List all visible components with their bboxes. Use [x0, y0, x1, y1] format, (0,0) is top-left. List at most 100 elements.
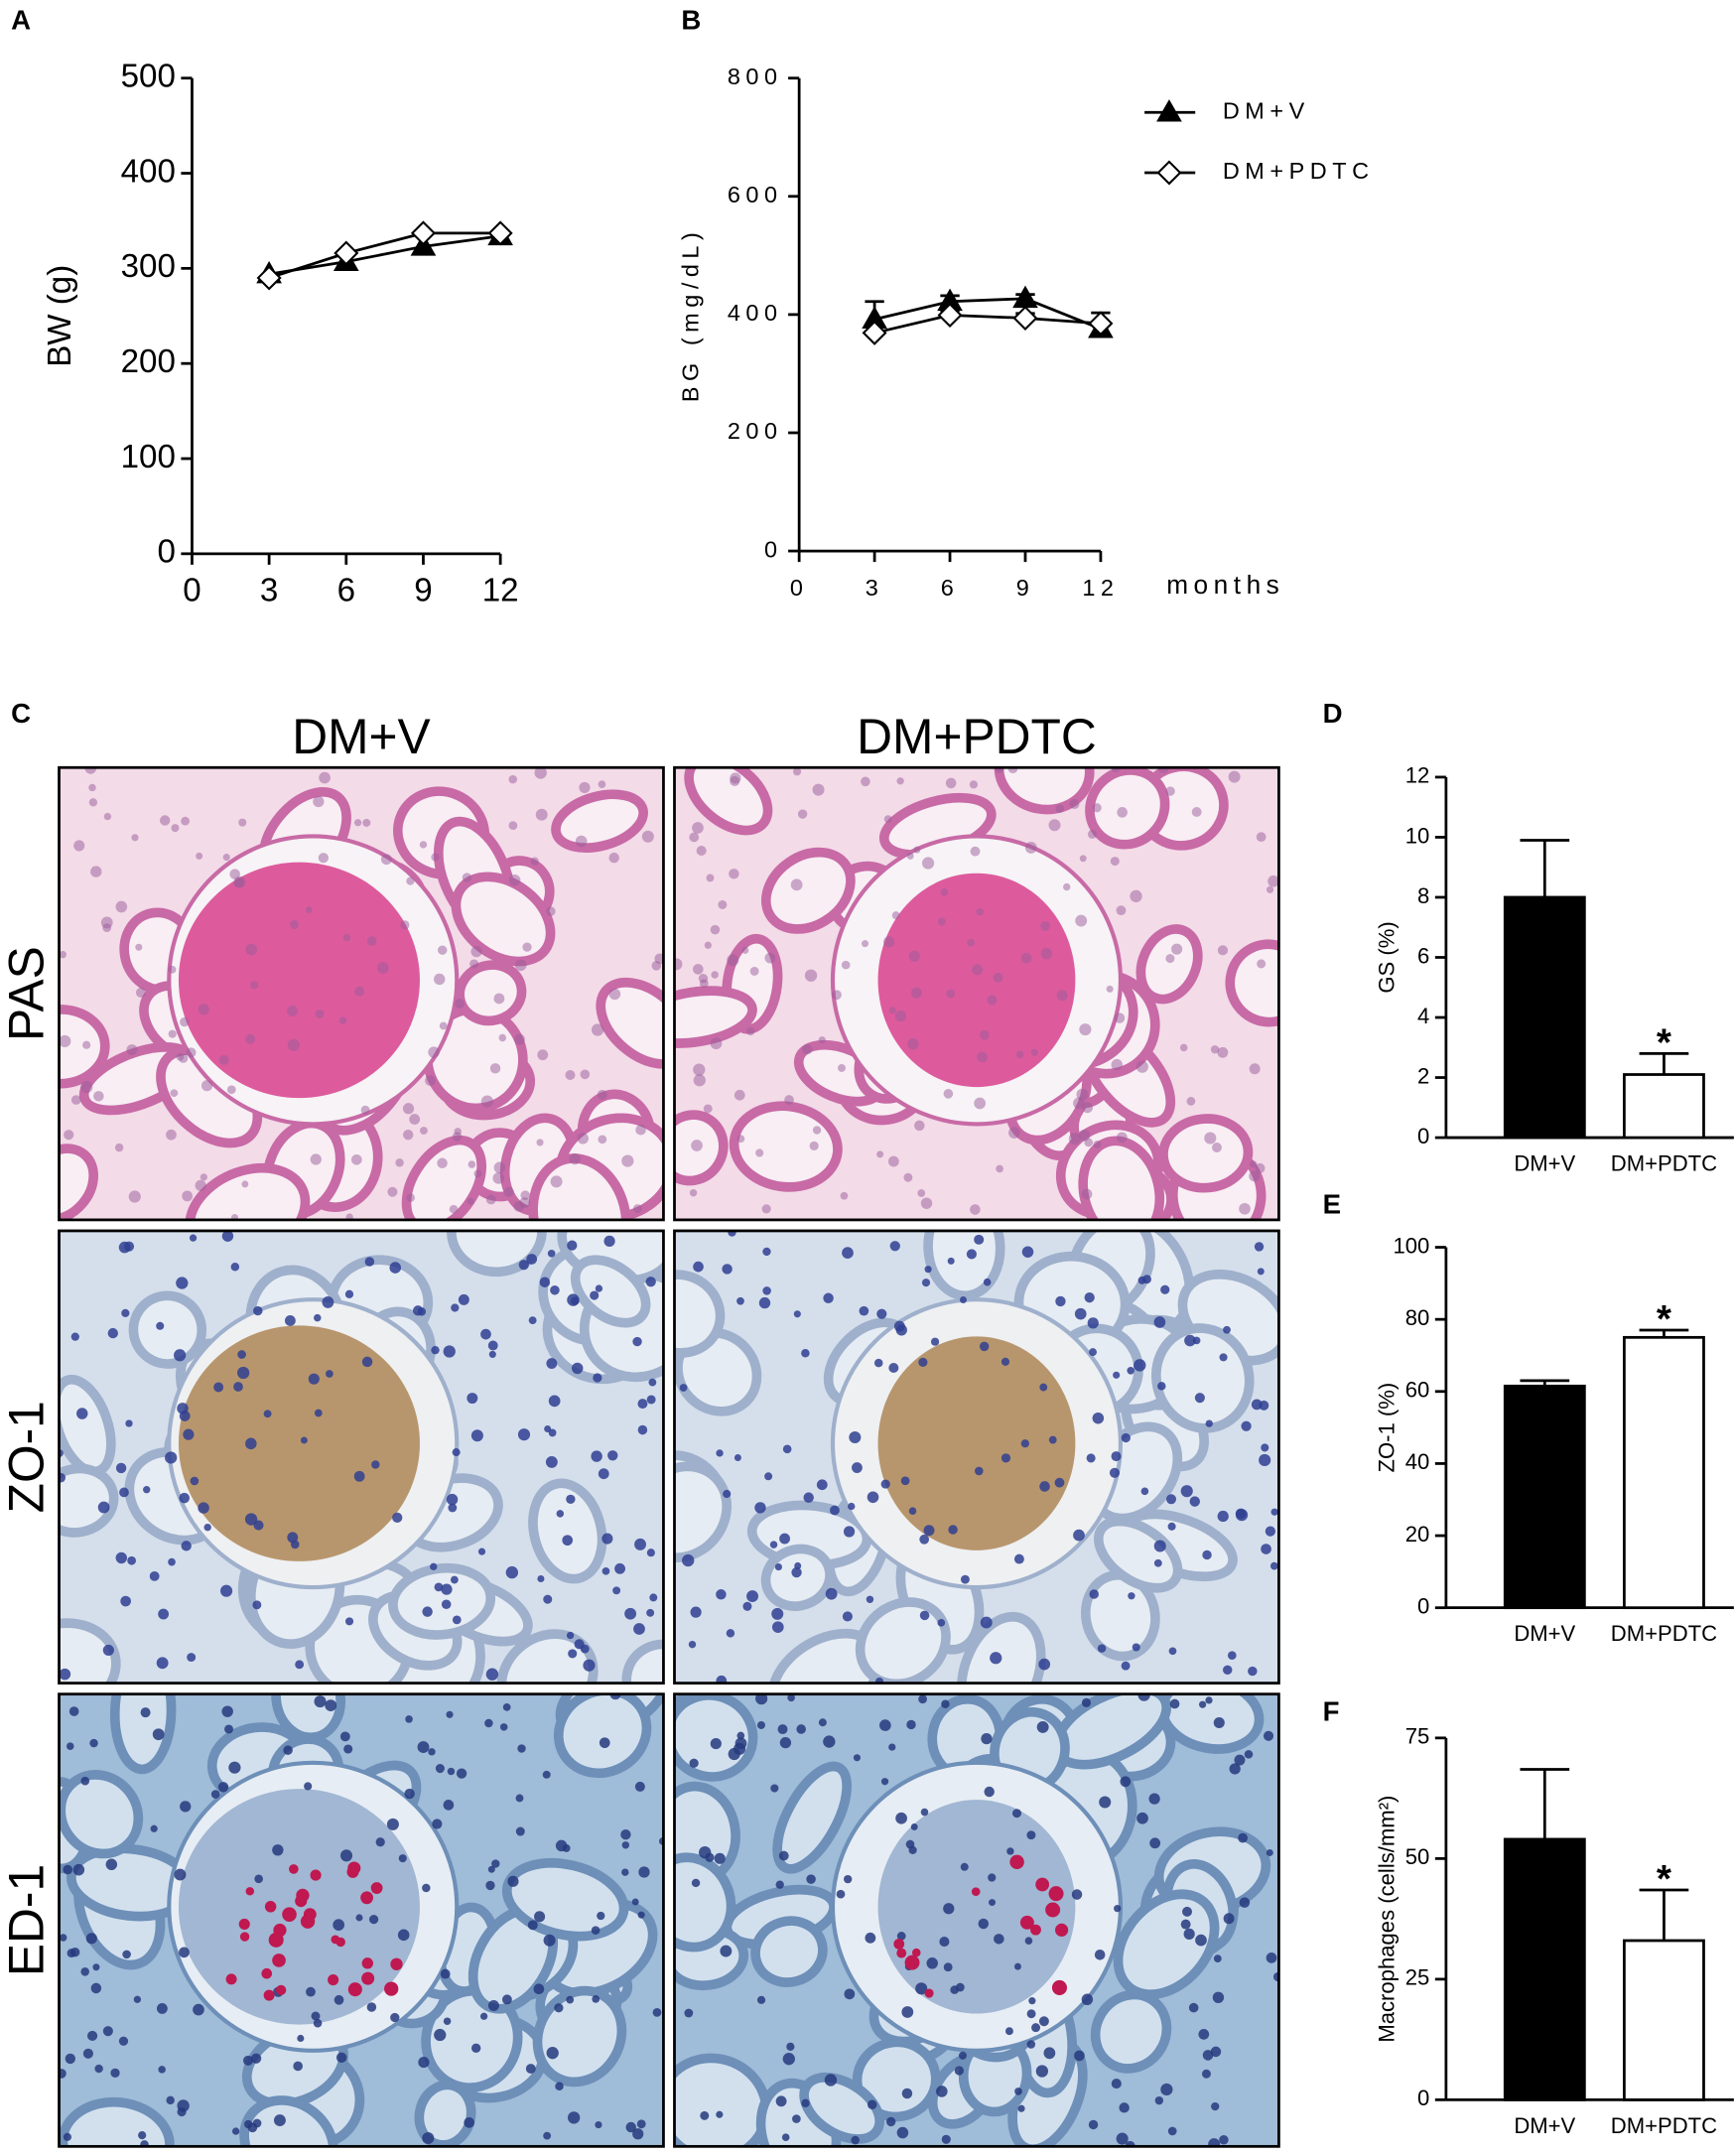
nucleus — [830, 1505, 840, 1516]
nucleus — [437, 1157, 448, 1169]
nucleus — [996, 1164, 1003, 1173]
nucleus — [398, 1854, 407, 1863]
nucleus — [241, 1180, 249, 1188]
nucleus — [517, 1428, 531, 1441]
x-tick-label: DM+PDTC — [1611, 1151, 1717, 1176]
nucleus — [514, 959, 527, 972]
nucleus — [470, 945, 482, 958]
nucleus — [156, 2002, 168, 2014]
nucleus — [866, 1595, 874, 1604]
nucleus — [63, 2132, 71, 2141]
nucleus — [624, 1607, 637, 1620]
nucleus — [716, 2110, 724, 2118]
nucleus — [218, 1054, 229, 1065]
nucleus — [447, 1767, 456, 1776]
nucleus — [980, 1616, 993, 1629]
nucleus — [960, 1574, 970, 1584]
nucleus — [873, 1358, 883, 1368]
nucleus — [422, 2131, 435, 2145]
glomerulus — [877, 1800, 1076, 2014]
tubule — [772, 1761, 852, 1874]
y-tick-label: 12 — [1405, 763, 1430, 788]
nucleus — [491, 1859, 500, 1868]
y-axis-label: BW (g) — [42, 265, 78, 367]
nucleus — [431, 1345, 440, 1355]
tubule — [674, 1270, 726, 1358]
y-tick-label: 100 — [1393, 1233, 1429, 1258]
micrograph-content — [674, 1230, 1279, 1684]
nucleus — [1202, 2050, 1214, 2061]
x-tick-label: 12 — [1082, 575, 1119, 601]
tubule — [1094, 1516, 1183, 1593]
nucleus — [764, 952, 776, 964]
nucleus — [544, 1424, 552, 1432]
nucleus — [168, 1557, 176, 1566]
nucleus — [554, 2003, 564, 2013]
macrophage — [239, 1932, 250, 1942]
nucleus — [487, 1999, 499, 2011]
series-line — [268, 234, 501, 276]
nucleus — [118, 2036, 129, 2046]
nucleus — [1111, 1058, 1124, 1071]
nucleus — [480, 1095, 493, 1108]
nucleus — [919, 1534, 930, 1545]
nucleus — [181, 1541, 192, 1551]
macrophage — [264, 1901, 277, 1913]
nucleus — [900, 1476, 910, 1486]
nucleus — [480, 1328, 491, 1340]
nucleus — [710, 924, 721, 935]
nucleus — [508, 774, 518, 784]
nucleus — [568, 1649, 578, 1659]
nucleus — [140, 1707, 151, 1718]
nucleus — [198, 1004, 209, 1015]
nucleus — [841, 960, 851, 970]
nucleus — [274, 2114, 286, 2127]
nucleus — [435, 1763, 445, 1774]
nucleus — [1086, 1453, 1096, 1463]
x-tick-label: 0 — [790, 575, 809, 601]
x-tick-label: 9 — [414, 572, 432, 608]
tubule — [185, 1162, 311, 1220]
nucleus — [473, 1169, 482, 1178]
nucleus — [824, 2074, 838, 2087]
nucleus — [284, 1315, 296, 1326]
nucleus — [306, 1986, 316, 1997]
nucleus — [1165, 1494, 1177, 1505]
nucleus — [741, 946, 749, 954]
nucleus — [908, 1507, 917, 1516]
nucleus — [1011, 1809, 1022, 1819]
nucleus — [1092, 803, 1102, 813]
nucleus — [838, 1063, 846, 1072]
nucleus — [716, 1675, 728, 1684]
macrophage — [272, 1954, 286, 1967]
nucleus — [917, 1189, 926, 1197]
nucleus — [1217, 1510, 1229, 1523]
nucleus — [1135, 1060, 1148, 1073]
nucleus — [72, 1863, 85, 1876]
nucleus — [94, 2064, 103, 2074]
nucleus — [126, 1044, 138, 1056]
nucleus — [345, 1213, 353, 1220]
nucleus — [1078, 1129, 1091, 1142]
nucleus — [1007, 767, 1018, 774]
nucleus — [1254, 1242, 1265, 1252]
marker — [1012, 305, 1038, 331]
y-tick-label: 0 — [764, 536, 783, 562]
nucleus — [924, 1266, 932, 1274]
nucleus — [641, 830, 654, 843]
nucleus — [114, 1143, 124, 1152]
nucleus — [1008, 1127, 1020, 1139]
micrograph — [58, 1229, 665, 1685]
nucleus — [887, 1155, 899, 1167]
nucleus — [526, 1254, 538, 1265]
nucleus — [1191, 807, 1202, 817]
nucleus — [601, 1533, 613, 1545]
nucleus — [82, 1040, 91, 1049]
nucleus — [76, 1408, 88, 1419]
tubule — [729, 1101, 843, 1192]
nucleus — [691, 1140, 703, 1151]
nucleus — [517, 1744, 526, 1753]
nucleus — [632, 2128, 644, 2140]
nucleus — [840, 1191, 849, 1200]
nucleus — [1121, 1661, 1131, 1671]
